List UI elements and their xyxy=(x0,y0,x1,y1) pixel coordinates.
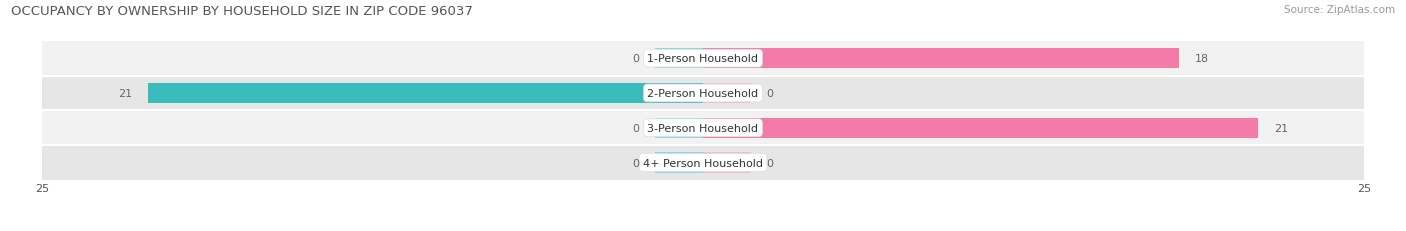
Bar xyxy=(655,49,703,69)
Text: OCCUPANCY BY OWNERSHIP BY HOUSEHOLD SIZE IN ZIP CODE 96037: OCCUPANCY BY OWNERSHIP BY HOUSEHOLD SIZE… xyxy=(11,5,474,18)
Bar xyxy=(703,49,751,69)
Text: 21: 21 xyxy=(1274,123,1288,133)
Bar xyxy=(655,118,703,138)
Text: 21: 21 xyxy=(118,88,132,99)
Text: 0: 0 xyxy=(633,54,640,64)
Bar xyxy=(703,49,1178,69)
Bar xyxy=(42,111,1364,146)
Text: 0: 0 xyxy=(766,88,773,99)
Bar xyxy=(703,84,751,104)
Bar xyxy=(703,153,751,173)
Text: Source: ZipAtlas.com: Source: ZipAtlas.com xyxy=(1284,5,1395,15)
Text: 0: 0 xyxy=(766,158,773,168)
Text: 1-Person Household: 1-Person Household xyxy=(648,54,758,64)
Text: 0: 0 xyxy=(633,158,640,168)
Bar xyxy=(148,84,703,104)
Text: 2-Person Household: 2-Person Household xyxy=(647,88,759,99)
Text: 18: 18 xyxy=(1195,54,1209,64)
Bar xyxy=(42,42,1364,76)
Bar xyxy=(655,84,703,104)
Bar xyxy=(42,76,1364,111)
Text: 3-Person Household: 3-Person Household xyxy=(648,123,758,133)
Bar xyxy=(703,118,1258,138)
Text: 0: 0 xyxy=(633,123,640,133)
Text: 4+ Person Household: 4+ Person Household xyxy=(643,158,763,168)
Bar xyxy=(42,146,1364,180)
Bar xyxy=(655,153,703,173)
Bar xyxy=(703,118,751,138)
